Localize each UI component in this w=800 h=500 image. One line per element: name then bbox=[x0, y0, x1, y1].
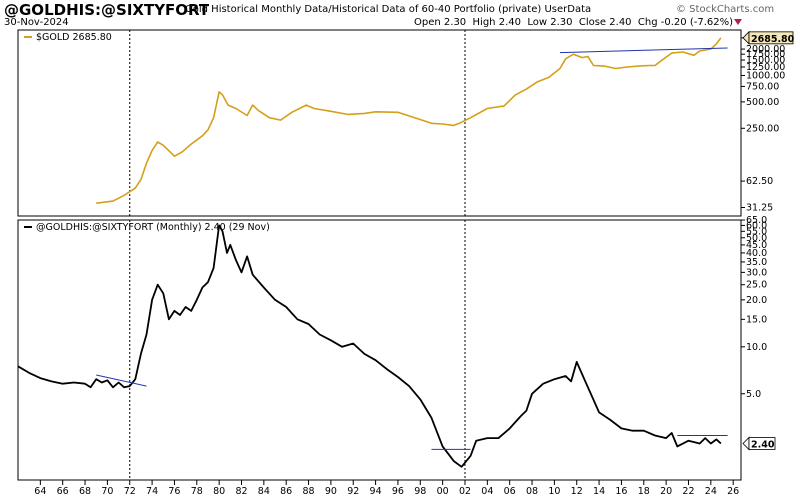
chart-header: @GOLDHIS:@SIXTYFORT Gold Historical Mont… bbox=[0, 0, 800, 30]
ratio-y-tick-label: 60.0 bbox=[746, 220, 767, 231]
open-label: Open bbox=[414, 17, 441, 28]
ratio-y-tick-label: 25.0 bbox=[746, 280, 767, 291]
x-tick-label: 04 bbox=[481, 486, 493, 497]
x-tick-label: 96 bbox=[392, 486, 404, 497]
x-tick-label: 68 bbox=[79, 486, 91, 497]
gold-y-tick-label: 31.25 bbox=[746, 202, 773, 213]
x-tick-label: 14 bbox=[593, 486, 605, 497]
x-tick-label: 84 bbox=[258, 486, 270, 497]
x-tick-label: 76 bbox=[168, 486, 180, 497]
x-tick-label: 82 bbox=[235, 486, 247, 497]
down-triangle-icon bbox=[734, 19, 742, 25]
ratio-trendline bbox=[96, 374, 147, 387]
chg-label: Chg bbox=[637, 17, 658, 28]
gold-y-tick-label: 750.00 bbox=[746, 81, 779, 92]
x-tick-label: 72 bbox=[124, 486, 136, 497]
ratio-y-tick-label: 55.0 bbox=[746, 226, 767, 237]
chart-date: 30-Nov-2024 bbox=[4, 17, 69, 28]
chart-description: Gold Historical Monthly Data/Historical … bbox=[185, 4, 591, 15]
x-tick-label: 10 bbox=[548, 486, 560, 497]
close-value: 2.40 bbox=[609, 17, 632, 28]
ratio-y-tick-label: 35.0 bbox=[746, 257, 767, 268]
x-tick-label: 22 bbox=[682, 486, 694, 497]
x-tick-label: 18 bbox=[638, 486, 650, 497]
ratio-last-value-label: 2.40 bbox=[751, 439, 775, 450]
stockcharts-logo: © StockCharts.com bbox=[676, 4, 775, 15]
high-value: 2.40 bbox=[498, 17, 521, 28]
gold-y-tick-label: 1000.00 bbox=[746, 70, 785, 81]
x-tick-label: 26 bbox=[727, 486, 739, 497]
ratio-y-tick-label: 15.0 bbox=[746, 314, 767, 325]
x-tick-label: 80 bbox=[213, 486, 225, 497]
gold-legend-label: $GOLD 2685.80 bbox=[36, 32, 112, 43]
x-tick-label: 92 bbox=[347, 486, 359, 497]
gold-last-value-pointer bbox=[742, 30, 750, 45]
x-tick-label: 86 bbox=[280, 486, 292, 497]
x-tick-label: 64 bbox=[34, 486, 46, 497]
x-tick-label: 00 bbox=[437, 486, 449, 497]
x-tick-label: 06 bbox=[504, 486, 516, 497]
x-tick-label: 12 bbox=[571, 486, 583, 497]
gold-y-tick-label: 1750.00 bbox=[746, 49, 785, 60]
low-label: Low bbox=[527, 17, 548, 28]
x-tick-label: 16 bbox=[615, 486, 627, 497]
gold-series-line bbox=[96, 37, 722, 204]
open-value: 2.30 bbox=[443, 17, 467, 28]
ohlc-readout: Open 2.30 High 2.40 Low 2.30 Close 2.40 … bbox=[414, 17, 733, 28]
gold-trendline bbox=[559, 47, 728, 54]
gold-last-value-label: 2685.80 bbox=[751, 34, 795, 45]
x-tick-label: 78 bbox=[191, 486, 203, 497]
ratio-y-tick-label: 45.0 bbox=[746, 240, 767, 251]
x-tick-label: 88 bbox=[302, 486, 314, 497]
ratio-y-tick-label: 65.0 bbox=[746, 215, 767, 226]
x-tick-label: 94 bbox=[370, 486, 382, 497]
gold-last-value-box bbox=[748, 31, 794, 45]
gold-y-tick-label: 1250.00 bbox=[746, 62, 785, 73]
x-tick-label: 90 bbox=[325, 486, 337, 497]
x-tick-label: 70 bbox=[101, 486, 113, 497]
low-value: 2.30 bbox=[550, 17, 573, 28]
ratio-y-tick-label: 10.0 bbox=[746, 342, 767, 353]
ratio-last-value-pointer bbox=[742, 436, 750, 451]
gold-panel-frame bbox=[17, 29, 742, 217]
gold-y-tick-label: 1500.00 bbox=[746, 55, 785, 66]
ratio-y-tick-label: 30.0 bbox=[746, 267, 767, 278]
close-label: Close bbox=[578, 17, 607, 28]
ratio-y-tick-label: 40.0 bbox=[746, 248, 767, 259]
gold-y-tick-label: 62.50 bbox=[746, 176, 773, 187]
x-tick-label: 98 bbox=[414, 486, 426, 497]
ratio-legend-label: @GOLDHIS:@SIXTYFORT (Monthly) 2.40 (29 N… bbox=[36, 222, 270, 233]
chg-value: -0.20 (-7.62%) bbox=[660, 17, 733, 28]
x-tick-label: 66 bbox=[57, 486, 69, 497]
ratio-last-value-box bbox=[748, 437, 776, 450]
ratio-panel-frame bbox=[17, 219, 742, 481]
description-text: Gold Historical Monthly Data/Historical … bbox=[185, 4, 542, 15]
high-label: High bbox=[472, 17, 496, 28]
x-tick-label: 24 bbox=[705, 486, 717, 497]
ratio-y-tick-label: 5.0 bbox=[746, 389, 761, 400]
x-tick-label: 20 bbox=[660, 486, 672, 497]
x-tick-label: 08 bbox=[526, 486, 538, 497]
gold-y-tick-label: 500.00 bbox=[746, 97, 779, 108]
x-tick-label: 74 bbox=[146, 486, 158, 497]
source-tag: UserData bbox=[544, 4, 592, 15]
ticker-symbol: @GOLDHIS:@SIXTYFORT bbox=[4, 1, 210, 19]
x-tick-label: 02 bbox=[459, 486, 471, 497]
gold-y-tick-label: 2000.00 bbox=[746, 44, 785, 55]
ratio-y-tick-label: 20.0 bbox=[746, 295, 767, 306]
ratio-series-line bbox=[17, 224, 722, 468]
gold-y-tick-label: 250.00 bbox=[746, 123, 779, 134]
ratio-y-tick-label: 50.0 bbox=[746, 233, 767, 244]
